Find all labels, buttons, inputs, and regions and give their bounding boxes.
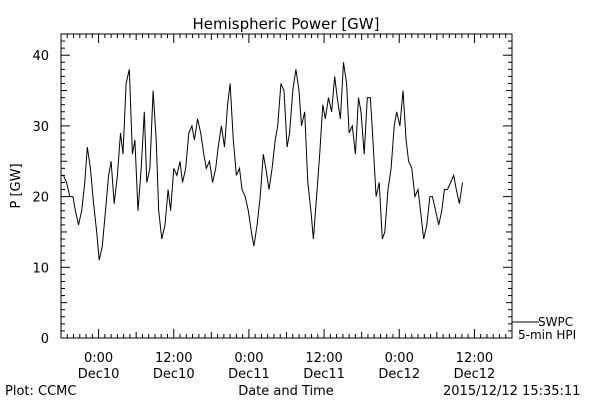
x-axis-ticks: 0:00Dec1012:00Dec100:00Dec1112:00Dec110:… — [66, 34, 507, 382]
plot-credit: Plot: CCMC — [5, 384, 76, 399]
x-tick-label-date: Dec12 — [454, 367, 496, 382]
x-tick-label-time: 0:00 — [234, 351, 263, 366]
x-tick-label-time: 0:00 — [84, 351, 113, 366]
x-tick-label-date: Dec11 — [228, 367, 270, 382]
y-tick-label: 30 — [32, 120, 49, 135]
x-tick-label-date: Dec12 — [378, 367, 420, 382]
chart-title: Hemispheric Power [GW] — [193, 15, 380, 33]
plot-timestamp: 2015/12/12 15:35:11 — [443, 384, 580, 399]
hemispheric-power-line — [61, 62, 463, 261]
y-tick-label: 20 — [32, 191, 49, 206]
x-tick-label-time: 0:00 — [385, 351, 414, 366]
x-tick-label-time: 12:00 — [456, 351, 493, 366]
y-axis-label: P [GW] — [9, 163, 24, 208]
legend-label-source: SWPC — [538, 315, 573, 329]
y-tick-label: 0 — [41, 332, 49, 347]
x-tick-label-time: 12:00 — [155, 351, 192, 366]
y-axis-ticks: 0 10 20 30 40 — [32, 40, 512, 347]
x-tick-label-date: Dec10 — [78, 367, 120, 382]
plot-frame — [60, 33, 513, 339]
x-tick-label-date: Dec10 — [153, 367, 195, 382]
x-tick-label-date: Dec11 — [303, 367, 345, 382]
y-tick-label: 40 — [32, 49, 49, 64]
legend-label-series: 5-min HPI — [518, 328, 576, 342]
x-tick-label-time: 12:00 — [305, 351, 342, 366]
y-tick-label: 10 — [32, 261, 49, 276]
x-axis-label: Date and Time — [238, 384, 334, 399]
